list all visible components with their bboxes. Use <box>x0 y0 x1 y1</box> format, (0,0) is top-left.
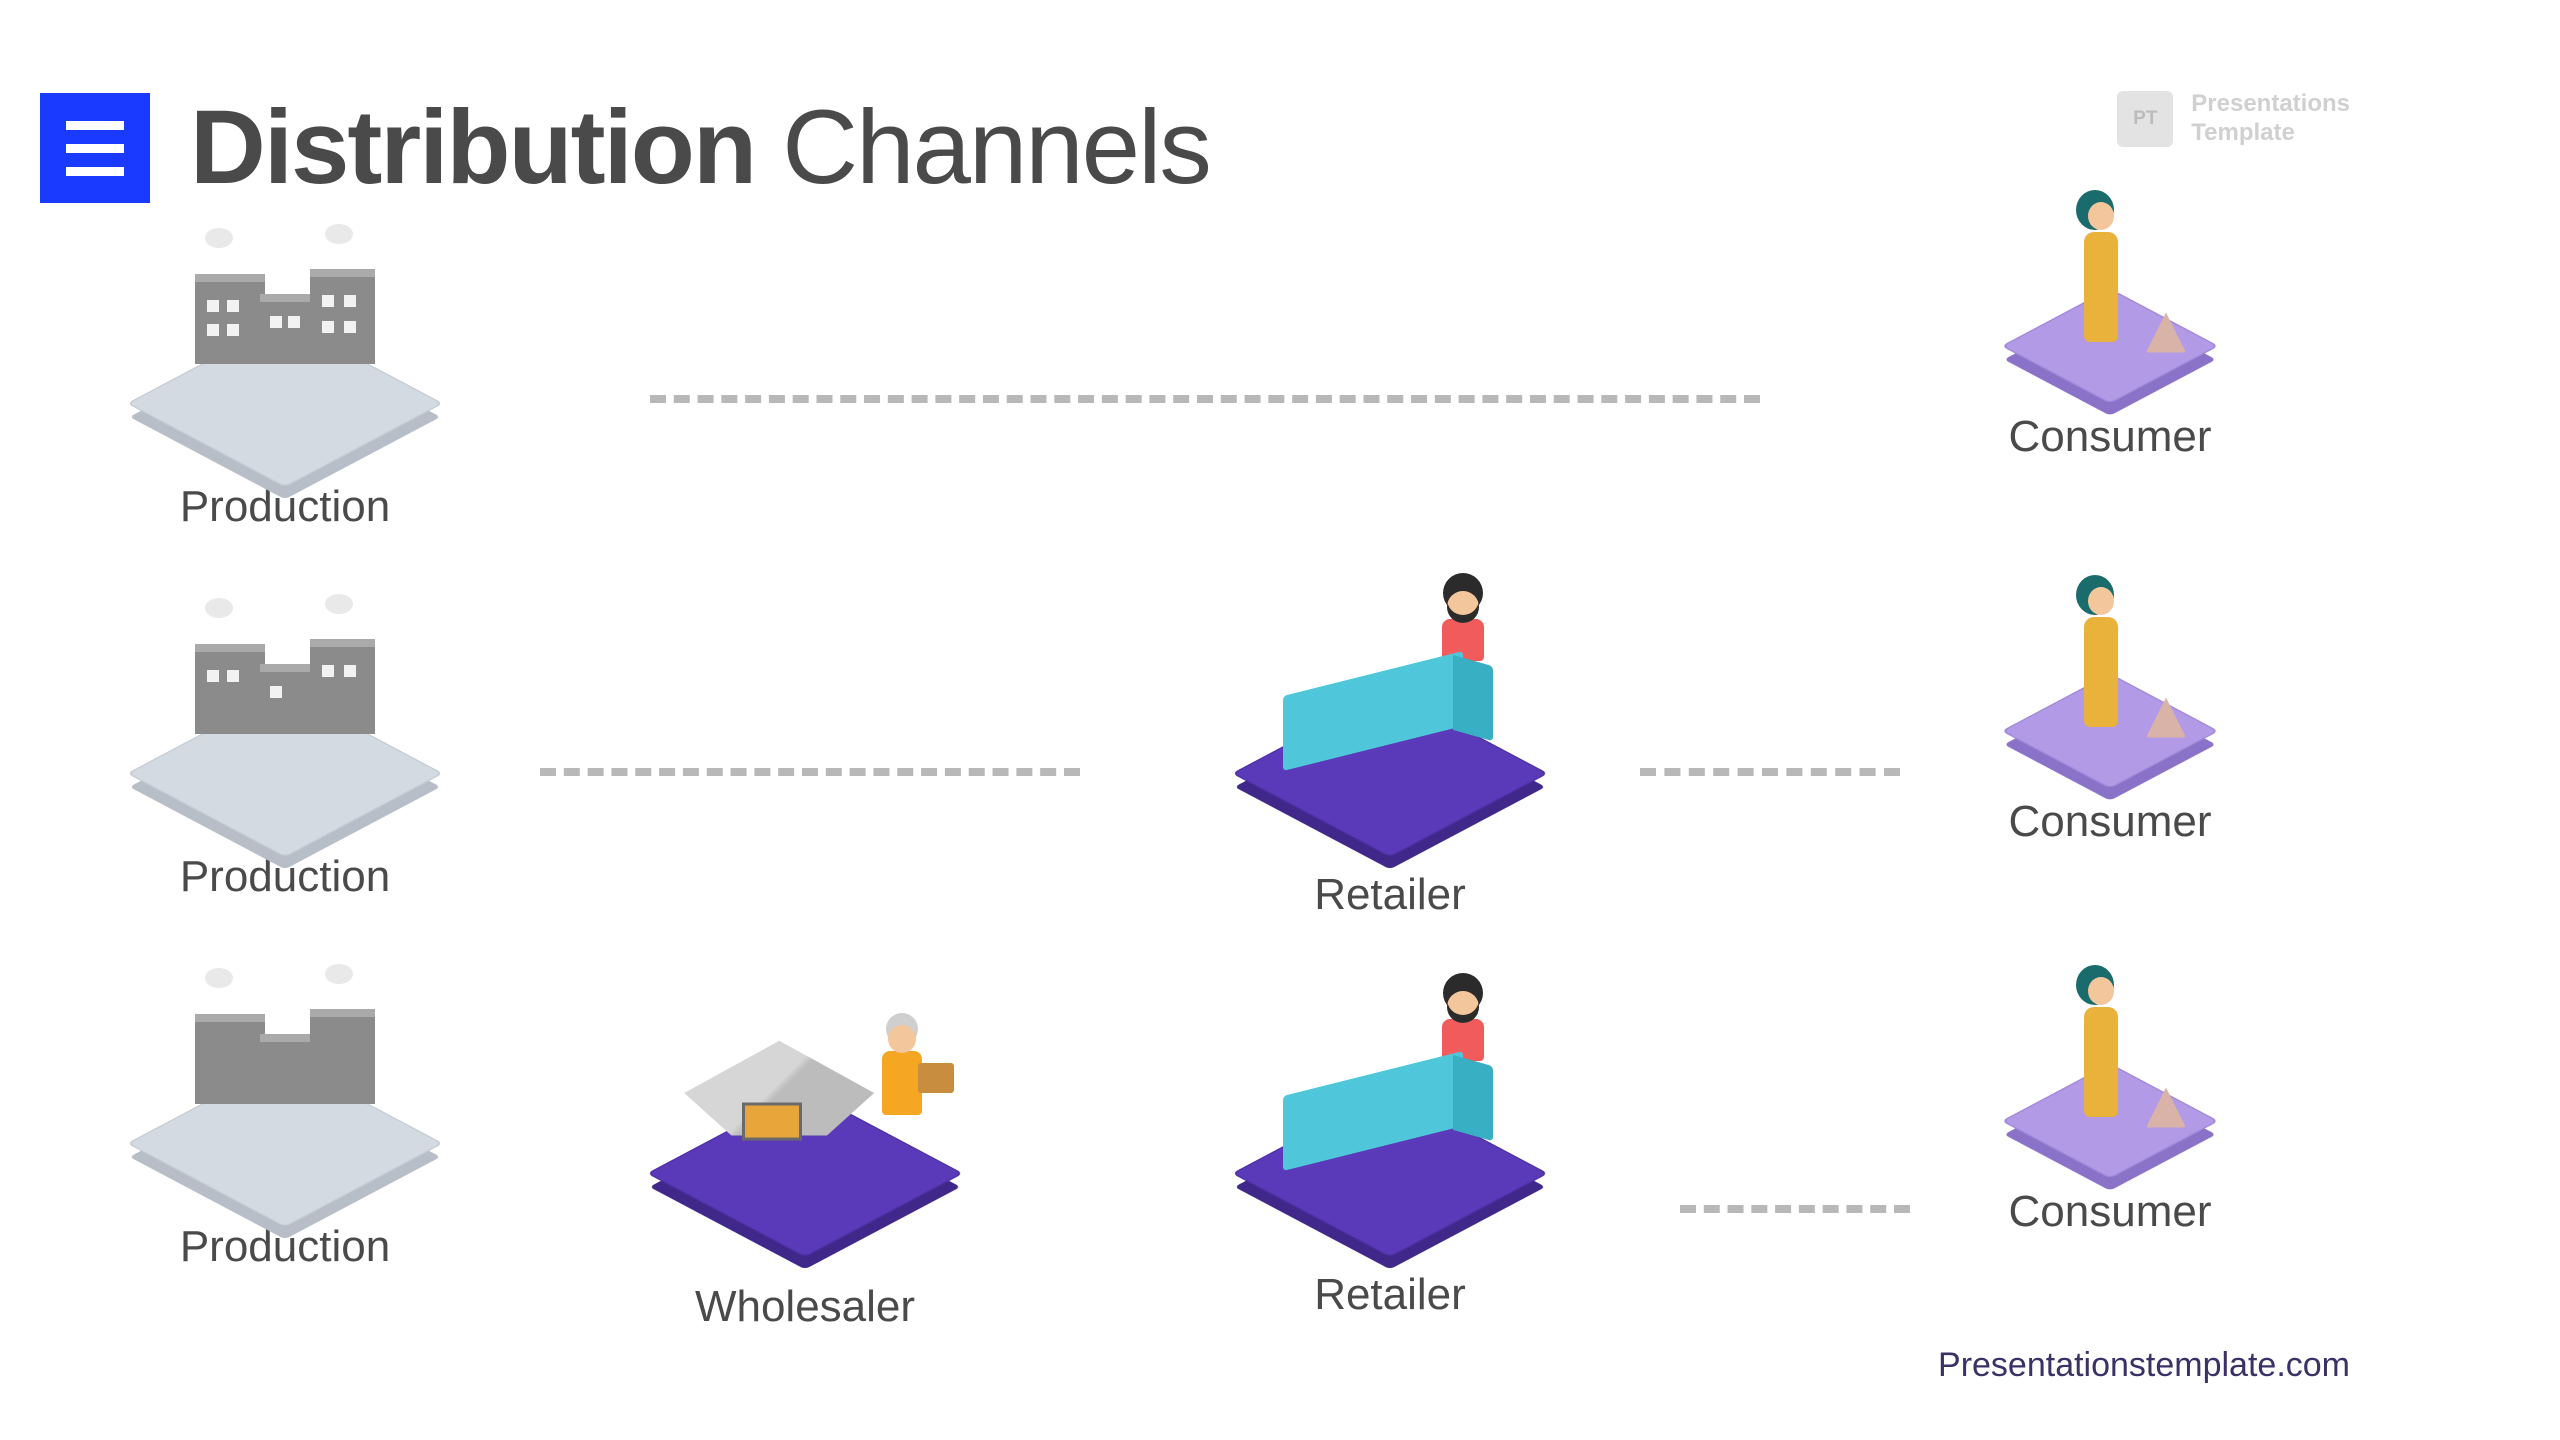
brand-logo: PT Presentations Template <box>2117 90 2350 148</box>
label-consumer: Consumer <box>1960 797 2260 847</box>
title-light: Channels <box>755 89 1210 206</box>
factory-icon <box>175 974 395 1114</box>
node-production-1: Production <box>70 240 500 532</box>
node-wholesaler-3: Wholesaler <box>590 1010 1020 1332</box>
connector-row1 <box>650 395 1760 403</box>
footer-url[interactable]: Presentationstemplate.com <box>1938 1346 2350 1385</box>
factory-icon <box>175 604 395 744</box>
label-consumer: Consumer <box>1960 412 2260 462</box>
label-production: Production <box>70 482 500 532</box>
menu-icon[interactable] <box>40 93 150 203</box>
label-consumer: Consumer <box>1960 1187 2260 1237</box>
logo-badge: PT <box>2117 91 2173 147</box>
node-retailer-2: Retailer <box>1175 610 1605 920</box>
distribution-diagram: Production Consumer Production <box>0 240 2560 1340</box>
slide-title: Distribution Channels <box>190 88 1210 208</box>
label-production: Production <box>70 852 500 902</box>
label-retailer: Retailer <box>1175 1270 1605 1320</box>
title-bold: Distribution <box>190 89 755 206</box>
consumer-icon <box>2084 1007 2118 1117</box>
node-consumer-3: Consumer <box>1960 1000 2260 1237</box>
node-production-3: Production <box>70 980 500 1272</box>
label-retailer: Retailer <box>1175 870 1605 920</box>
node-retailer-3: Retailer <box>1175 1010 1605 1320</box>
wholesaler-person-icon <box>882 1051 922 1115</box>
connector-row2-a <box>540 768 1080 776</box>
node-consumer-2: Consumer <box>1960 610 2260 847</box>
consumer-icon <box>2084 617 2118 727</box>
connector-row2-b <box>1640 768 1900 776</box>
label-production: Production <box>70 1222 500 1272</box>
node-consumer-1: Consumer <box>1960 225 2260 462</box>
factory-icon <box>175 234 395 374</box>
slide-header: Distribution Channels <box>40 88 1210 208</box>
label-wholesaler: Wholesaler <box>590 1282 1020 1332</box>
logo-text: Presentations Template <box>2191 90 2350 148</box>
warehouse-icon <box>684 1041 874 1136</box>
retail-desk-icon <box>1283 674 1463 749</box>
retail-desk-icon <box>1283 1074 1463 1149</box>
connector-row3 <box>1680 1205 1910 1213</box>
node-production-2: Production <box>70 610 500 902</box>
consumer-icon <box>2084 232 2118 342</box>
